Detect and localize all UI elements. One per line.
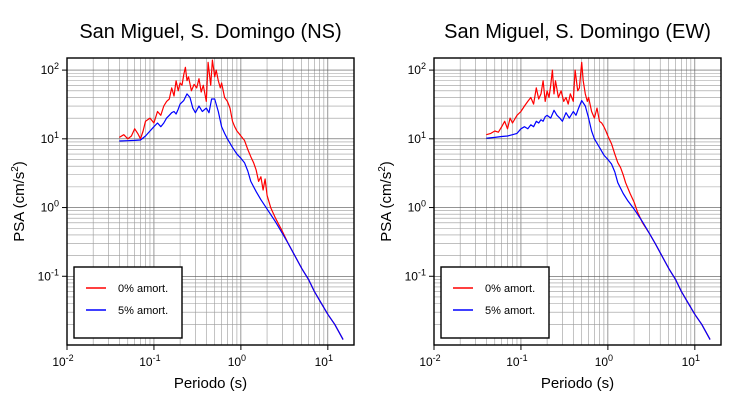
x-tick-label: 10-2 [419,353,440,369]
legend-label: 5% amort. [485,305,535,317]
x-tick-base: 10 [52,355,66,369]
y-tick-label: 100 [408,199,426,215]
y-tick-base: 10 [408,201,422,215]
legend-label: 5% amort. [118,305,168,317]
x-tick-label: 101 [682,353,700,369]
y-label-close: ) [378,161,395,166]
y-label-main: PSA (cm/s [378,172,395,242]
legend-label: 0% amort. [118,283,168,295]
y-tick-base: 10 [405,269,419,283]
x-tick-label: 10-2 [52,353,73,369]
series-line-undamped [118,59,344,340]
x-tick-exponent: -2 [433,353,441,363]
y-tick-exponent: -1 [51,267,59,277]
y-tick-exponent: -1 [418,267,426,277]
legend: 0% amort. 5% amort. [440,266,550,339]
legend: 0% amort. 5% amort. [73,266,183,339]
series-line-damped [119,93,344,340]
y-axis-label: PSA (cm/s2) [10,161,28,242]
y-tick-label: 101 [41,130,59,146]
y-tick-label: 10-1 [405,267,426,283]
plot-frame [433,57,722,346]
y-label-superscript: 2 [377,166,388,172]
y-tick-exponent: 2 [421,61,426,71]
x-tick-base: 10 [419,355,433,369]
y-axis-label: PSA (cm/s2) [377,161,395,242]
x-tick-label: 10-1 [506,353,527,369]
y-tick-exponent: 2 [54,61,59,71]
x-axis-label: Periodo (s) [174,375,247,392]
series-line-undamped [486,61,711,340]
y-tick-base: 10 [38,269,52,283]
y-tick-exponent: 1 [54,130,59,140]
x-tick-base: 10 [506,355,520,369]
x-tick-base: 10 [228,355,242,369]
x-tick-base: 10 [315,355,329,369]
y-tick-exponent: 0 [54,199,59,209]
y-tick-base: 10 [41,132,55,146]
y-tick-label: 101 [408,130,426,146]
x-tick-exponent: 1 [695,353,700,363]
x-tick-exponent: -1 [153,353,161,363]
plot-frame [66,57,355,346]
x-tick-exponent: 1 [328,353,333,363]
x-tick-exponent: 0 [608,353,613,363]
chart-title: San Miguel, S. Domingo (NS) [79,21,341,43]
chart-panel-1: San Miguel, S. Domingo (NS)10-2 10-1 100 10… [10,21,355,392]
y-tick-exponent: 0 [421,199,426,209]
series-line-damped [486,99,711,340]
chart-panel-2: San Miguel, S. Domingo (EW)10-2 10-1 100 10… [377,21,722,392]
x-tick-exponent: 0 [241,353,246,363]
y-tick-exponent: 1 [421,130,426,140]
y-tick-base: 10 [41,201,55,215]
x-tick-label: 100 [595,353,613,369]
legend-box [440,266,550,339]
x-tick-exponent: -1 [520,353,528,363]
y-tick-label: 100 [41,199,59,215]
y-tick-label: 102 [408,61,426,77]
x-tick-exponent: -2 [66,353,74,363]
x-tick-label: 10-1 [139,353,160,369]
chart-title: San Miguel, S. Domingo (EW) [444,21,711,43]
y-label-close: ) [11,161,28,166]
y-label-superscript: 2 [10,166,21,172]
y-tick-label: 10-1 [38,267,59,283]
y-tick-base: 10 [408,63,422,77]
y-tick-base: 10 [41,63,55,77]
y-tick-base: 10 [408,132,422,146]
x-axis-label: Periodo (s) [541,375,614,392]
x-tick-label: 101 [315,353,333,369]
x-tick-base: 10 [139,355,153,369]
legend-label: 0% amort. [485,283,535,295]
x-tick-label: 100 [228,353,246,369]
x-tick-base: 10 [595,355,609,369]
legend-box [73,266,183,339]
y-label-main: PSA (cm/s [11,172,28,242]
x-tick-base: 10 [682,355,696,369]
y-tick-label: 102 [41,61,59,77]
